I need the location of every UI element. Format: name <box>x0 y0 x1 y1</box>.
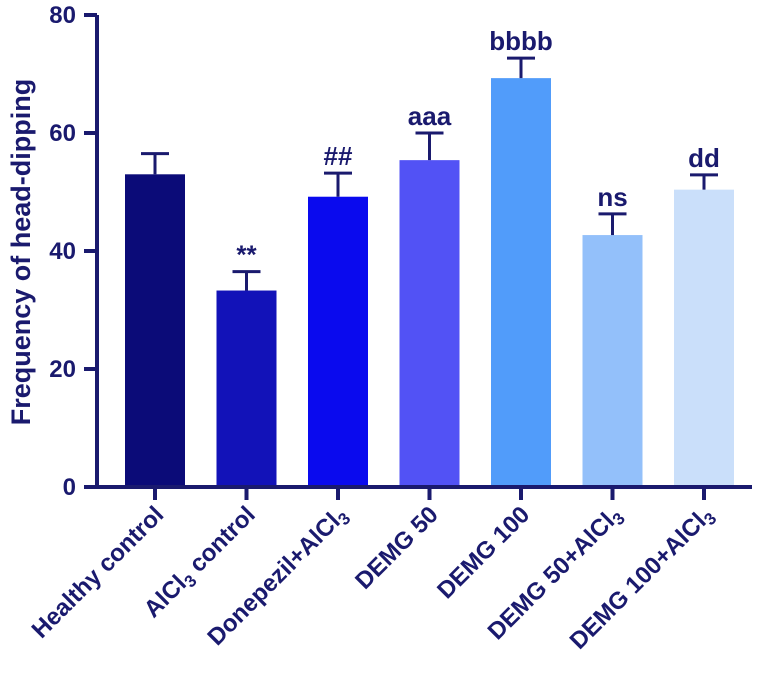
significance-label-2: ## <box>324 141 353 171</box>
y-ticks-layer: 0 20 40 60 80 <box>49 2 97 501</box>
y-tick-label-1: 20 <box>49 356 76 383</box>
x-tick-label-0: Healthy control <box>27 501 170 644</box>
y-tick-label-0: 0 <box>63 474 76 501</box>
significance-label-3: aaa <box>408 101 452 131</box>
bar-2 <box>308 196 368 487</box>
y-tick-label-2: 40 <box>49 238 76 265</box>
error-bars-layer <box>141 56 718 291</box>
bar-3 <box>399 160 460 487</box>
y-tick-label-3: 60 <box>49 120 76 147</box>
bar-4 <box>491 78 551 487</box>
significance-layer: ** ## aaa bbbb ns dd <box>236 26 720 270</box>
y-axis-label: Frequency of head-dipping <box>6 79 36 426</box>
significance-label-6: dd <box>688 143 720 173</box>
bar-0 <box>125 174 185 488</box>
y-tick-label-4: 80 <box>49 2 76 29</box>
x-tick-label-3: DEMG 50 <box>350 501 444 595</box>
bar-1 <box>216 290 277 487</box>
bar-6 <box>674 189 734 487</box>
significance-label-1: ** <box>236 240 257 270</box>
significance-label-4: bbbb <box>489 26 553 56</box>
bar-5 <box>582 235 643 487</box>
bars-layer <box>125 78 734 488</box>
significance-label-5: ns <box>597 182 627 212</box>
